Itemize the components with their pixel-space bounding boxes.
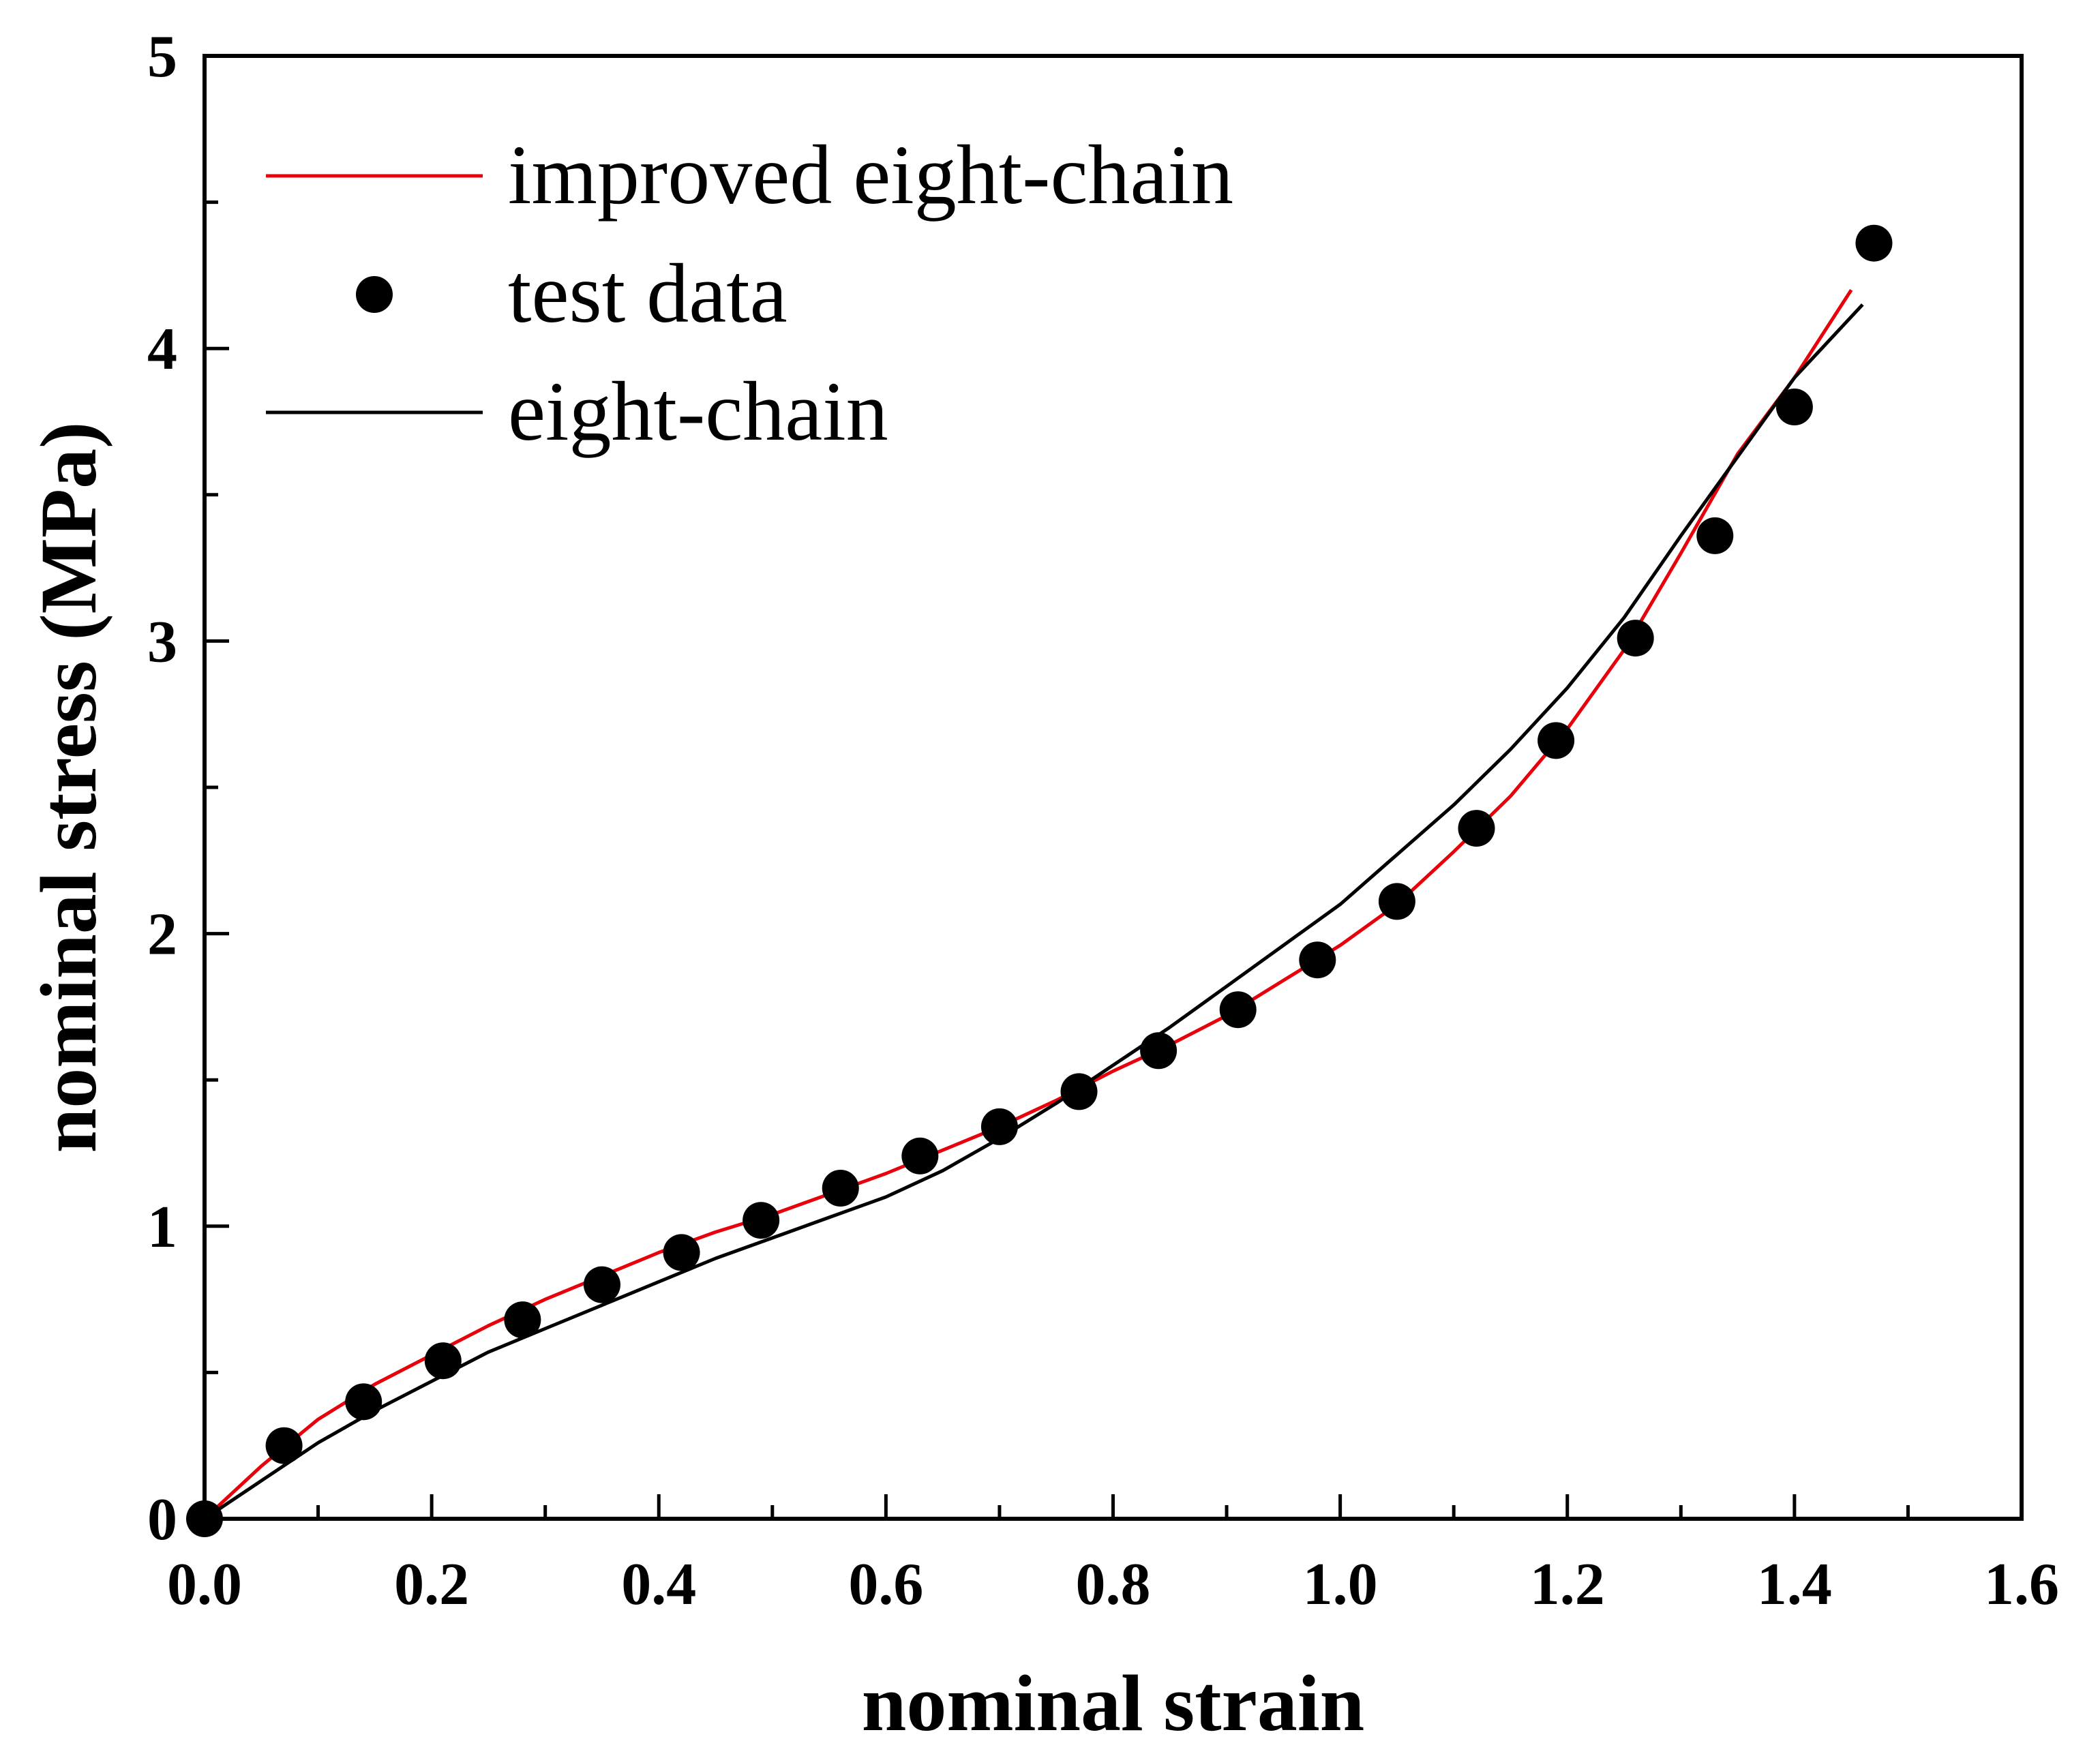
x-axis-title: nominal strain [862,1659,1365,1748]
legend-label-eight-chain: eight-chain [508,365,888,458]
series-line-improved-eight-chain [203,289,1853,1520]
x-tick-label-1-2: 1.2 [1530,1551,1605,1618]
series-line-eight-chain [203,303,1864,1521]
data-point [424,1342,462,1380]
data-point [822,1170,859,1207]
data-point [345,1383,382,1421]
data-point [980,1108,1018,1145]
data-point [583,1266,620,1303]
data-point [1617,620,1654,657]
x-tick-label-1-4: 1.4 [1757,1551,1832,1618]
y-tick-label-2: 2 [147,902,177,968]
series-curves [203,289,1864,1521]
legend-label-improved-eight-chain: improved eight-chain [508,128,1233,222]
data-point [742,1202,780,1239]
data-point [1458,810,1495,847]
legend-swatch-test-data [356,276,393,313]
data-point [1140,1032,1178,1070]
x-tick-label-1-6: 1.6 [1984,1551,2059,1618]
data-point [1219,991,1257,1029]
y-tick-label-5: 5 [147,24,177,90]
data-point [265,1427,303,1464]
data-point [1696,517,1734,554]
data-point [1299,941,1336,979]
y-tick-label-4: 4 [147,316,177,382]
legend-label-test-data: test data [508,247,787,340]
y-tick-label-1: 1 [147,1194,177,1260]
data-point [1378,883,1415,920]
x-tick-label-0-0: 0.0 [167,1551,242,1618]
x-tick-label-0-8: 0.8 [1076,1551,1151,1618]
x-tick-label-0-6: 0.6 [848,1551,923,1618]
legend: improved eight-chain test data eight-cha… [266,128,1233,458]
x-tick-label-1-0: 1.0 [1303,1551,1378,1618]
tick-labels: 0.0 0.2 0.4 0.6 0.8 1.0 1.2 1.4 1.6 0 1 2 3 4 5 [147,24,2059,1618]
data-point [1060,1073,1098,1110]
data-point [1775,389,1813,426]
y-axis-title: nominal stress (MPa) [24,422,113,1153]
y-tick-label-0: 0 [147,1487,177,1553]
plot-frame [202,54,2024,1521]
x-tick-label-0-2: 0.2 [394,1551,469,1618]
y-tick-label-3: 3 [147,609,177,675]
data-point [1537,722,1575,759]
data-point [663,1234,700,1271]
data-point [1855,224,1893,262]
data-point [901,1137,939,1175]
x-tick-label-0-4: 0.4 [621,1551,696,1618]
data-point [504,1301,541,1339]
